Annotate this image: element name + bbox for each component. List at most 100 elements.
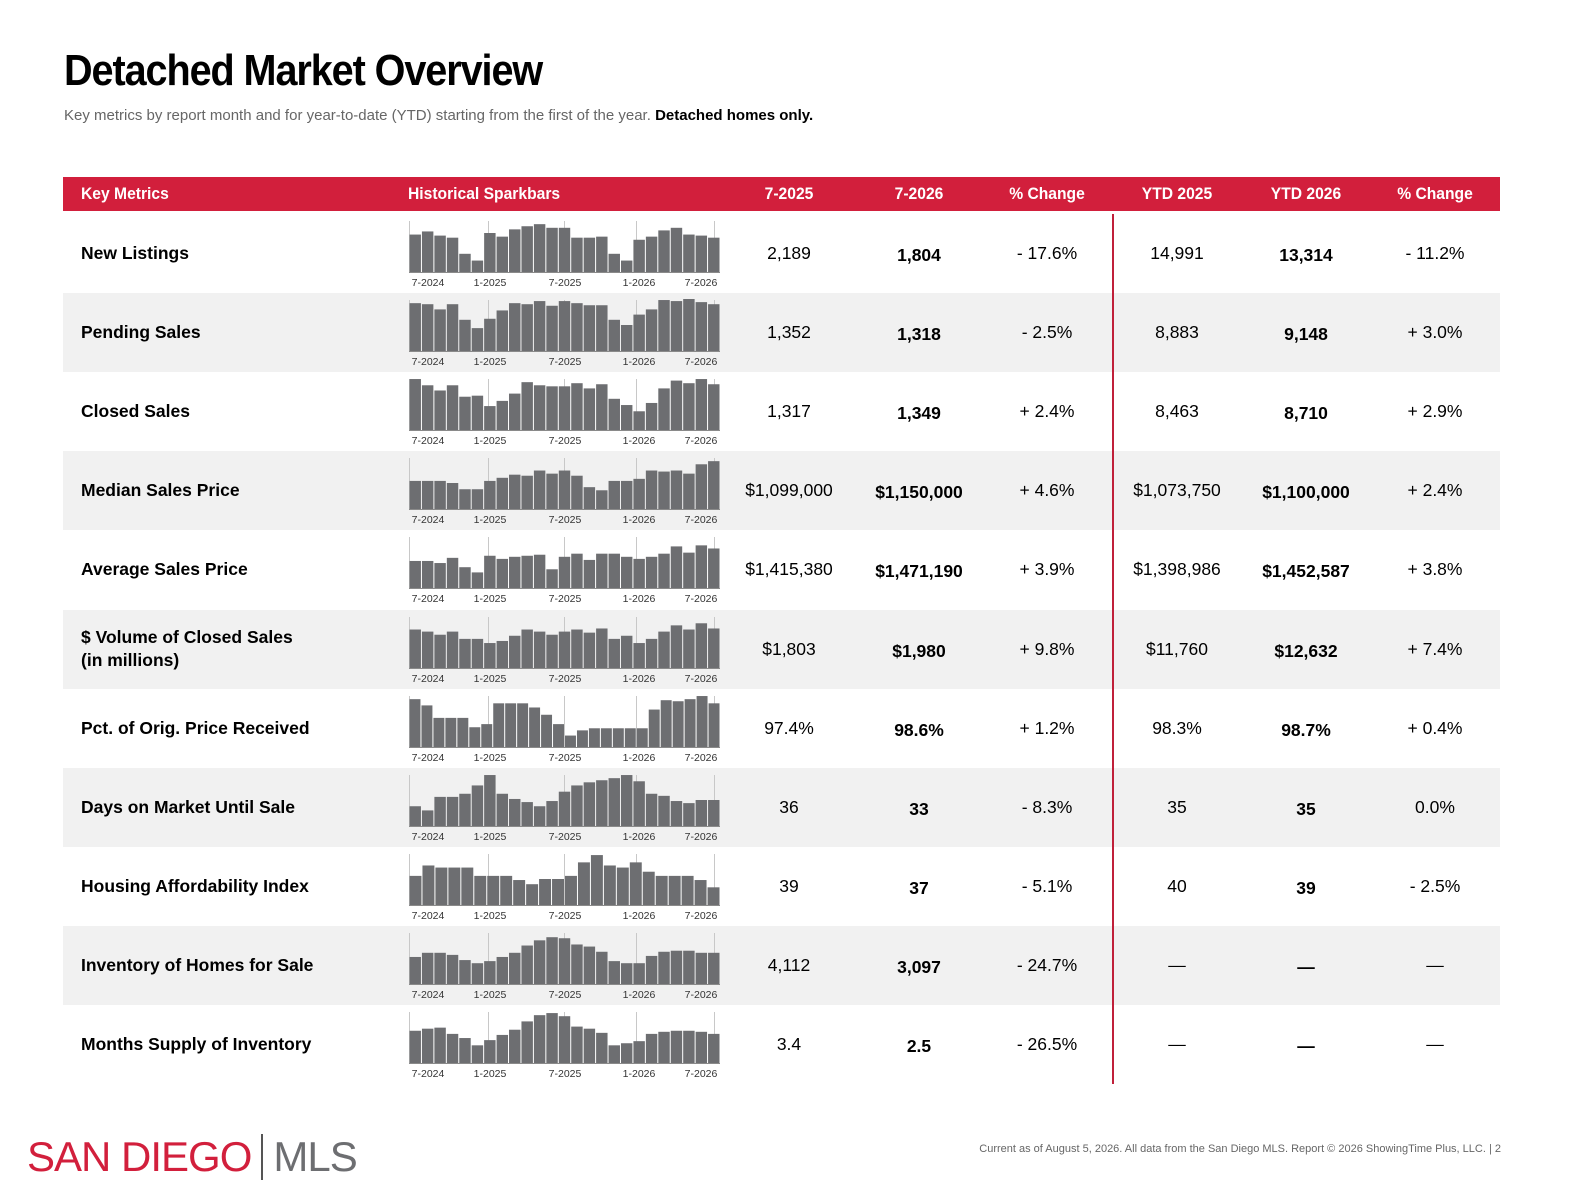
sparkbar-axis-label: 7-2024 xyxy=(412,673,445,685)
sparkbar xyxy=(409,805,421,826)
sparkbar xyxy=(446,304,459,352)
sparkbar-axis-label: 1-2025 xyxy=(474,989,507,1001)
sparkbar xyxy=(552,878,564,905)
sparkbar xyxy=(529,707,541,747)
sparkbar xyxy=(521,1021,533,1063)
sparkbar xyxy=(421,561,434,589)
sparkbar xyxy=(484,481,496,510)
table-row: New Listings 7-2024 1-2025 7-2025 1-2026 7-20… xyxy=(63,214,1500,293)
sparkbar xyxy=(590,854,603,905)
footer-note: Current as of August 5, 2026. All data f… xyxy=(979,1143,1501,1155)
sparkbar-chart: 7-2024 1-2025 7-2025 1-2026 7-2026 xyxy=(409,695,720,764)
sparkbar xyxy=(446,796,459,826)
sparkbar xyxy=(596,384,608,431)
sparkbar xyxy=(434,563,446,589)
value-ytd-2025: 14,991 xyxy=(1150,243,1204,263)
sparkbar-axis-label: 1-2025 xyxy=(474,277,507,289)
sparkbar xyxy=(596,951,608,984)
sparkbar xyxy=(546,386,558,431)
sparkbar xyxy=(409,956,421,984)
value-month-2026: 3,097 xyxy=(897,956,941,977)
sparkbar xyxy=(670,546,683,589)
table-row: Pending Sales 7-2024 1-2025 7-2025 1-2026 7-2… xyxy=(63,293,1500,373)
metric-label: Inventory of Homes for Sale xyxy=(81,954,314,975)
sparkbar xyxy=(670,301,683,352)
sparkbar xyxy=(683,802,695,826)
sparkbar xyxy=(421,385,434,431)
sparkbar xyxy=(409,234,421,272)
sparkbar-axis-label: 7-2024 xyxy=(412,514,445,526)
value-month-2026: 1,349 xyxy=(897,403,941,424)
sparkbar-axis-label: 7-2025 xyxy=(549,910,582,922)
sparkbar xyxy=(596,779,608,826)
sparkbar-axis-label: 1-2026 xyxy=(623,1068,656,1080)
value-month-2026: 98.6% xyxy=(894,719,944,740)
sparkbar xyxy=(596,490,608,510)
sparkbar-axis-label: 7-2026 xyxy=(685,989,718,1001)
sparkbar xyxy=(695,302,708,352)
sparkbar xyxy=(546,305,558,352)
table-row: Median Sales Price 7-2024 1-2025 7-2025 1-20… xyxy=(63,451,1500,531)
logo-text-left: SAN DIEGO xyxy=(27,1133,252,1180)
sparkbar xyxy=(434,1027,446,1063)
sparkbar-axis-label: 7-2025 xyxy=(549,593,582,605)
sparkbar xyxy=(459,253,471,272)
sparkbar xyxy=(648,709,660,747)
sparkbar-axis-label: 7-2024 xyxy=(412,356,445,368)
sparkbar xyxy=(658,300,670,352)
sparkbar xyxy=(496,640,509,668)
sparkbar xyxy=(583,487,596,510)
sparkbar-axis-label: 1-2025 xyxy=(474,593,507,605)
sparkbar xyxy=(670,227,683,272)
value-month-change: + 1.2% xyxy=(1019,717,1075,738)
sparkbar xyxy=(496,793,509,826)
sparkbar xyxy=(558,301,571,352)
sparkbar xyxy=(616,867,629,905)
table-row: Average Sales Price 7-2024 1-2025 7-2025 1-2… xyxy=(63,530,1500,609)
sparkbar xyxy=(576,729,588,747)
sparkbar xyxy=(571,554,583,589)
sparkbar xyxy=(484,774,496,826)
value-ytd-change: — xyxy=(1426,954,1444,975)
sparkbar xyxy=(645,470,658,510)
sparkbar xyxy=(446,558,459,589)
sparkbar xyxy=(571,629,583,668)
sparkbar-axis-label: 7-2026 xyxy=(685,752,718,764)
sparkbar xyxy=(421,1028,434,1063)
sparkbar xyxy=(620,325,633,352)
value-ytd-2025: $11,760 xyxy=(1146,638,1208,659)
sparkbar xyxy=(496,310,509,352)
title-text: Detached Market Overview xyxy=(64,46,543,95)
sparkbar xyxy=(513,879,526,905)
sparkbar xyxy=(608,1045,620,1063)
metric-label: Closed Sales xyxy=(81,401,190,422)
value-ytd-change: + 2.4% xyxy=(1407,480,1463,501)
value-month-2026: $1,980 xyxy=(892,640,946,661)
sparkbar xyxy=(670,950,683,984)
value-month-2025: 3.4 xyxy=(776,1034,802,1054)
subtitle-bold: Detached homes only. xyxy=(655,107,814,124)
sparkbar xyxy=(546,569,558,589)
sparkbar xyxy=(708,461,720,510)
sparkbar xyxy=(558,791,571,826)
sparkbar-chart: 7-2024 1-2025 7-2025 1-2026 7-2026 xyxy=(409,537,720,605)
sparkbar-axis-label: 7-2024 xyxy=(412,752,445,764)
sparkbar xyxy=(521,476,533,510)
sparkbar xyxy=(471,963,484,984)
table-header: Key Metrics Historical Sparkbars 7-2025 … xyxy=(63,177,1500,211)
table-row: Pct. of Orig. Price Received 7-2024 1-2025… xyxy=(63,689,1500,768)
sparkbar xyxy=(681,875,694,905)
sparkbar-axis-label: 7-2026 xyxy=(685,673,718,685)
sparkbar-chart: 7-2024 1-2025 7-2025 1-2026 7-2026 xyxy=(409,932,720,1001)
sparkbar xyxy=(546,227,558,272)
value-ytd-change: — xyxy=(1426,1034,1444,1054)
value-month-2026: 1,804 xyxy=(897,245,941,265)
sparkbar xyxy=(471,638,484,668)
value-month-change: - 2.5% xyxy=(1021,322,1073,343)
sparkbar xyxy=(521,304,533,352)
sparkbar xyxy=(521,801,533,826)
sparkbar xyxy=(521,945,533,984)
table-row: Inventory of Homes for Sale 7-2024 1-2025 7… xyxy=(63,925,1500,1005)
sparkbar xyxy=(695,1031,708,1063)
sparkbar xyxy=(683,553,695,589)
